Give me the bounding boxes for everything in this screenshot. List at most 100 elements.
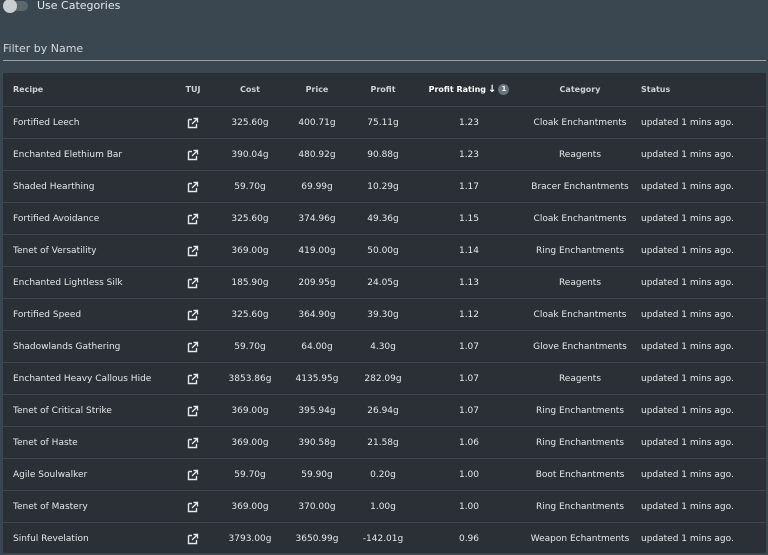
table-header-row: Recipe TUJ Cost Price Profit Profit Rati…	[3, 73, 766, 107]
column-header-recipe[interactable]: Recipe	[3, 73, 163, 107]
external-link-icon[interactable]	[187, 213, 199, 225]
external-link-icon[interactable]	[187, 149, 199, 161]
external-link-icon[interactable]	[187, 405, 199, 417]
category-cell: Reagents	[529, 138, 631, 171]
table-row: Tenet of Haste 369.00g 390.58g 21.58g 1.06 Ri…	[3, 426, 766, 459]
column-header-cost[interactable]: Cost	[223, 73, 277, 107]
external-link-icon[interactable]	[187, 277, 199, 289]
price-cell: 400.71g	[277, 106, 357, 139]
table-row: Tenet of Critical Strike 369.00g 395.94g 26…	[3, 394, 766, 427]
table-row: Fortified Avoidance 325.60g 374.96g 49.36g 1…	[3, 202, 766, 235]
profit-cell: -142.01g	[357, 522, 409, 555]
cost-cell: 59.70g	[223, 330, 277, 363]
recipe-name: Sinful Revelation	[3, 522, 163, 555]
cost-cell: 325.60g	[223, 298, 277, 331]
recipe-name: Fortified Avoidance	[3, 202, 163, 235]
price-cell: 419.00g	[277, 234, 357, 267]
price-cell: 69.99g	[277, 170, 357, 203]
tuj-cell	[163, 106, 223, 139]
category-cell: Reagents	[529, 266, 631, 299]
use-categories-switch[interactable]	[3, 0, 28, 13]
cost-cell: 325.60g	[223, 202, 277, 235]
cost-cell: 59.70g	[223, 458, 277, 491]
profit-cell: 0.20g	[357, 458, 409, 491]
price-cell: 4135.95g	[277, 362, 357, 395]
tuj-cell	[163, 522, 223, 555]
profit-cell: 26.94g	[357, 394, 409, 427]
profit-cell: 50.00g	[357, 234, 409, 267]
status-cell: updated 1 mins ago.	[631, 458, 766, 491]
external-link-icon[interactable]	[187, 245, 199, 257]
external-link-icon[interactable]	[187, 117, 199, 129]
use-categories-label: Use Categories	[37, 0, 121, 12]
profit-rating-cell: 1.00	[409, 458, 529, 491]
category-cell: Cloak Enchantments	[529, 106, 631, 139]
recipe-name: Shadowlands Gathering	[3, 330, 163, 363]
profit-cell: 10.29g	[357, 170, 409, 203]
profit-rating-cell: 1.12	[409, 298, 529, 331]
tuj-cell	[163, 362, 223, 395]
tuj-cell	[163, 202, 223, 235]
category-cell: Glove Enchantments	[529, 330, 631, 363]
status-cell: updated 1 mins ago.	[631, 106, 766, 139]
tuj-cell	[163, 490, 223, 523]
profit-rating-cell: 1.07	[409, 330, 529, 363]
recipe-name: Fortified Speed	[3, 298, 163, 331]
column-header-status[interactable]: Status	[631, 73, 766, 107]
profit-rating-cell: 1.23	[409, 138, 529, 171]
tuj-cell	[163, 330, 223, 363]
category-cell: Reagents	[529, 362, 631, 395]
external-link-icon[interactable]	[187, 309, 199, 321]
external-link-icon[interactable]	[187, 501, 199, 513]
column-header-profit-rating[interactable]: Profit Rating ↓ 1	[409, 73, 529, 107]
column-header-tuj[interactable]: TUJ	[163, 73, 223, 107]
recipe-name: Shaded Hearthing	[3, 170, 163, 203]
sort-order-badge: 1	[498, 84, 510, 95]
cost-cell: 325.60g	[223, 106, 277, 139]
profit-rating-cell: 1.07	[409, 394, 529, 427]
price-cell: 364.90g	[277, 298, 357, 331]
table-row: Shaded Hearthing 59.70g 69.99g 10.29g 1.17 Br…	[3, 170, 766, 203]
filter-field	[3, 36, 766, 61]
recipe-table: Recipe TUJ Cost Price Profit Profit Rati…	[3, 73, 766, 555]
tuj-cell	[163, 426, 223, 459]
filter-input[interactable]	[3, 36, 766, 55]
profit-rating-cell: 0.96	[409, 522, 529, 555]
external-link-icon[interactable]	[187, 341, 199, 353]
recipe-name: Enchanted Lightless Silk	[3, 266, 163, 299]
category-cell: Bracer Enchantments	[529, 170, 631, 203]
profit-rating-cell: 1.06	[409, 426, 529, 459]
tuj-cell	[163, 234, 223, 267]
status-cell: updated 1 mins ago.	[631, 234, 766, 267]
status-cell: updated 1 mins ago.	[631, 362, 766, 395]
table-row: Shadowlands Gathering 59.70g 64.00g 4.30g 1.…	[3, 330, 766, 363]
external-link-icon[interactable]	[187, 533, 199, 545]
external-link-icon[interactable]	[187, 181, 199, 193]
profit-rating-cell: 1.07	[409, 362, 529, 395]
profit-cell: 1.00g	[357, 490, 409, 523]
profit-rating-cell: 1.13	[409, 266, 529, 299]
cost-cell: 369.00g	[223, 426, 277, 459]
column-header-price[interactable]: Price	[277, 73, 357, 107]
recipe-name: Tenet of Critical Strike	[3, 394, 163, 427]
cost-cell: 59.70g	[223, 170, 277, 203]
external-link-icon[interactable]	[187, 373, 199, 385]
recipe-name: Enchanted Elethium Bar	[3, 138, 163, 171]
cost-cell: 369.00g	[223, 490, 277, 523]
profit-rating-cell: 1.17	[409, 170, 529, 203]
column-header-category[interactable]: Category	[529, 73, 631, 107]
price-cell: 64.00g	[277, 330, 357, 363]
external-link-icon[interactable]	[187, 469, 199, 481]
category-cell: Boot Enchantments	[529, 458, 631, 491]
external-link-icon[interactable]	[187, 437, 199, 449]
table-row: Fortified Speed 325.60g 364.90g 39.30g 1.12 C…	[3, 298, 766, 331]
table-row: Sinful Revelation 3793.00g 3650.99g -142.01…	[3, 522, 766, 555]
profit-cell: 21.58g	[357, 426, 409, 459]
column-header-profit[interactable]: Profit	[357, 73, 409, 107]
status-cell: updated 1 mins ago.	[631, 266, 766, 299]
price-cell: 3650.99g	[277, 522, 357, 555]
status-cell: updated 1 mins ago.	[631, 202, 766, 235]
price-cell: 395.94g	[277, 394, 357, 427]
category-cell: Cloak Enchantments	[529, 298, 631, 331]
profit-rating-label: Profit Rating	[428, 85, 486, 94]
